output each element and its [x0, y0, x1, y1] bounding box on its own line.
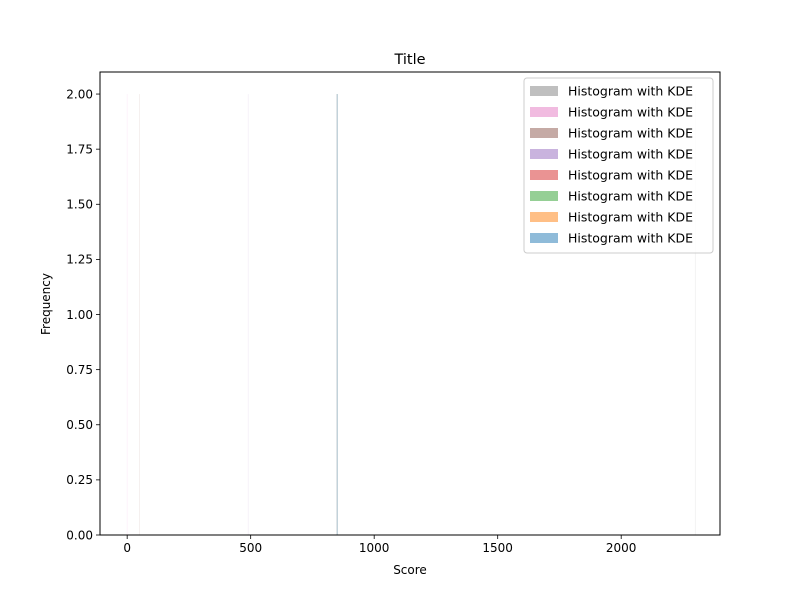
legend-swatch	[530, 191, 558, 201]
x-tick-label: 500	[239, 541, 262, 555]
chart-title: Title	[393, 52, 425, 68]
legend-label: Histogram with KDE	[568, 189, 693, 204]
histogram-bar	[139, 94, 140, 536]
legend-swatch	[530, 233, 558, 243]
legend-label: Histogram with KDE	[568, 105, 693, 120]
histogram-bar	[247, 94, 249, 536]
x-axis-label: Score	[393, 563, 427, 577]
legend-label: Histogram with KDE	[568, 126, 693, 141]
plot-frame	[99, 71, 721, 536]
y-tick-label: 1.25	[66, 253, 93, 267]
histogram-bar	[694, 94, 696, 536]
legend: Histogram with KDE Histogram with KDE Hist…	[523, 77, 714, 254]
x-tick-label: 1000	[359, 541, 390, 555]
legend-label: Histogram with KDE	[568, 84, 693, 99]
legend-swatch	[530, 107, 558, 117]
x-tick-label: 2000	[606, 541, 637, 555]
y-axis-label: Frequency	[39, 273, 53, 335]
y-tick-label: 1.50	[66, 198, 93, 212]
y-tick-label: 0.25	[66, 473, 93, 487]
x-axis: 0 500 1000 1500 2000	[123, 535, 636, 555]
y-tick-label: 0.00	[66, 528, 93, 542]
legend-box	[523, 77, 714, 254]
x-tick-label: 0	[123, 541, 131, 555]
legend-swatch	[530, 86, 558, 96]
y-axis: 0.00 0.25 0.50 0.75 1.00 1.25 1.50 1.75 2.00	[66, 87, 100, 542]
y-tick-label: 1.00	[66, 308, 93, 322]
histogram-bar	[126, 94, 128, 536]
y-tick-label: 0.50	[66, 418, 93, 432]
legend-swatch	[530, 149, 558, 159]
y-tick-label: 0.75	[66, 363, 93, 377]
histogram-bar	[336, 94, 338, 536]
legend-swatch	[530, 212, 558, 222]
legend-label: Histogram with KDE	[568, 210, 693, 225]
bars-layer	[126, 94, 696, 536]
y-tick-label: 1.75	[66, 142, 93, 156]
legend-swatch	[530, 128, 558, 138]
legend-swatch	[530, 170, 558, 180]
legend-label: Histogram with KDE	[568, 231, 693, 246]
legend-label: Histogram with KDE	[568, 147, 693, 162]
legend-label: Histogram with KDE	[568, 168, 693, 183]
y-tick-label: 2.00	[66, 87, 93, 101]
x-tick-label: 1500	[482, 541, 513, 555]
